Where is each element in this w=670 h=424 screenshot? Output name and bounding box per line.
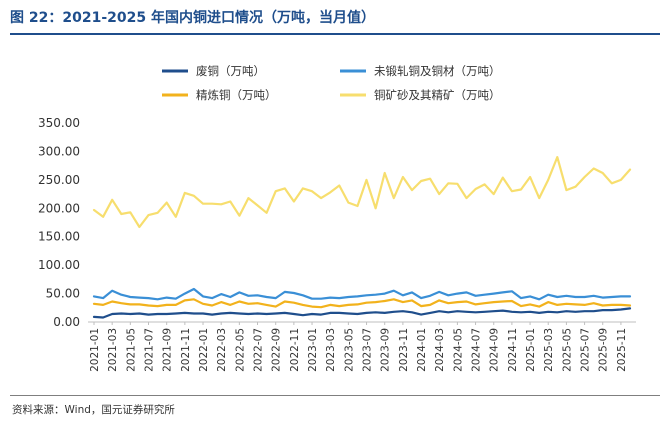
y-tick-label: 250.00 xyxy=(38,173,80,187)
x-tick-label: 2022-03 xyxy=(216,328,228,372)
x-tick-label: 2021-07 xyxy=(144,328,156,372)
x-tick-label: 2024-03 xyxy=(434,328,446,372)
x-tick-label: 2023-09 xyxy=(380,328,392,372)
x-tick-label: 2025-11 xyxy=(616,328,628,372)
source-note: 资料来源：Wind，国元证券研究所 xyxy=(12,404,175,416)
x-tick-label: 2022-05 xyxy=(234,328,246,372)
series-line-refined xyxy=(92,298,632,309)
y-tick-label: 100.00 xyxy=(38,258,80,272)
x-tick-label: 2025-03 xyxy=(543,328,555,372)
title-rule xyxy=(10,33,660,35)
legend-label-unwrought: 未锻轧铜及铜材（万吨） xyxy=(374,64,501,78)
x-tick-label: 2024-07 xyxy=(471,328,483,372)
chart-title: 图 22：2021-2025 年国内铜进口情况（万吨，当月值） xyxy=(10,10,375,26)
series-line-ore xyxy=(92,156,632,229)
y-tick-label: 0.00 xyxy=(53,315,80,329)
x-tick-label: 2025-07 xyxy=(580,328,592,372)
x-tick-label: 2021-01 xyxy=(89,328,101,372)
y-tick-label: 300.00 xyxy=(38,144,80,158)
y-tick-label: 350.00 xyxy=(38,116,80,130)
x-tick-label: 2023-07 xyxy=(362,328,374,372)
y-tick-label: 150.00 xyxy=(38,230,80,244)
legend: 废铜（万吨） 未锻轧铜及铜材（万吨） 精炼铜（万吨） 铜矿砂及其精矿（万吨） xyxy=(162,64,501,102)
x-tick-label: 2025-09 xyxy=(598,328,610,372)
x-tick-label: 2022-09 xyxy=(271,328,283,372)
legend-label-ore: 铜矿砂及其精矿（万吨） xyxy=(374,88,501,102)
x-tick-label: 2021-11 xyxy=(180,328,192,372)
x-tick-label: 2024-01 xyxy=(416,328,428,372)
legend-label-refined: 精炼铜（万吨） xyxy=(196,88,277,102)
x-tick-label: 2025-01 xyxy=(525,328,537,372)
footer-rule xyxy=(10,395,660,396)
plot-area xyxy=(92,156,632,319)
x-tick-label: 2025-05 xyxy=(561,328,573,372)
x-tick-label: 2023-11 xyxy=(398,328,410,372)
x-tick-label: 2023-05 xyxy=(343,328,355,372)
x-axis: 2021-01 2021-03 2021-05 2021-07 2021-09 2021-… xyxy=(88,321,636,372)
x-tick-label: 2021-03 xyxy=(107,328,119,372)
x-tick-label: 2022-01 xyxy=(198,328,210,372)
y-tick-label: 50.00 xyxy=(46,287,80,301)
x-tick-label: 2021-05 xyxy=(125,328,137,372)
series-line-unwrought xyxy=(92,287,632,301)
legend-label-scrap: 废铜（万吨） xyxy=(196,64,265,78)
series-line-scrap xyxy=(92,307,632,319)
x-tick-label: 2024-11 xyxy=(507,328,519,372)
y-axis: 0.00 50.00 100.00 150.00 200.00 250.00 300.00 3… xyxy=(38,116,80,329)
x-tick-label: 2024-05 xyxy=(452,328,464,372)
x-tick-label: 2024-09 xyxy=(489,328,501,372)
x-tick-label: 2023-03 xyxy=(325,328,337,372)
x-tick-label: 2021-09 xyxy=(162,328,174,372)
y-tick-label: 200.00 xyxy=(38,201,80,215)
x-tick-label: 2023-01 xyxy=(307,328,319,372)
x-tick-label: 2022-07 xyxy=(253,328,265,372)
x-tick-label: 2022-11 xyxy=(289,328,301,372)
